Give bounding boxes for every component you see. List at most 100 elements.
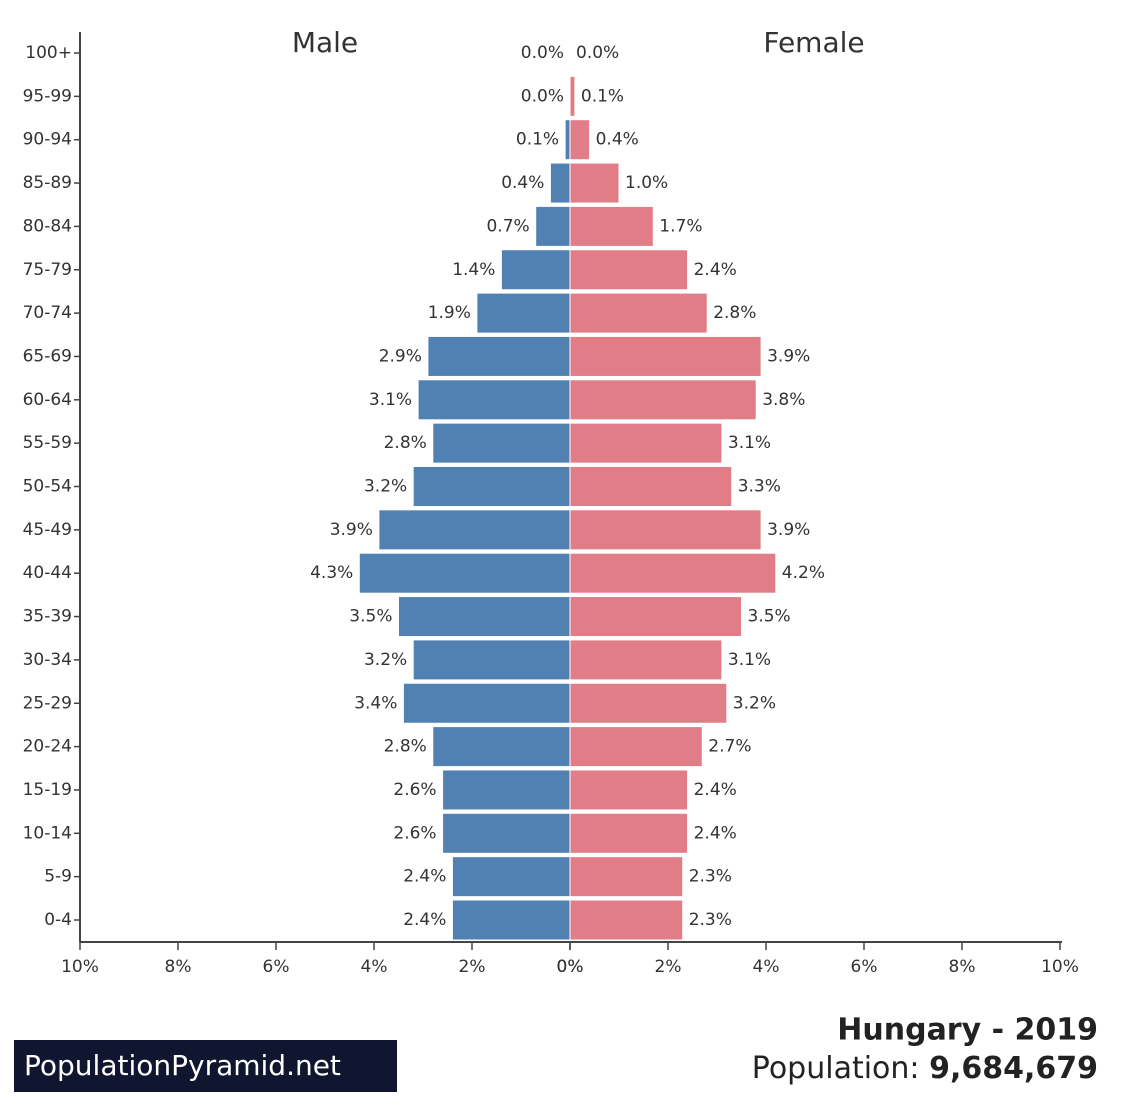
bar	[358, 552, 571, 594]
x-tick-label: 0%	[557, 957, 584, 977]
bar	[569, 509, 762, 551]
y-tick-label: 25-29	[23, 693, 72, 713]
value-label: 2.6%	[393, 823, 436, 843]
y-tick-label: 55-59	[23, 433, 72, 453]
value-label: 2.8%	[384, 433, 427, 453]
y-tick-label: 90-94	[23, 130, 72, 150]
value-label: 1.7%	[659, 216, 702, 236]
y-tick-label: 45-49	[23, 520, 72, 540]
bar	[412, 466, 571, 507]
population-label: Population:	[752, 1051, 920, 1086]
y-tick-label: 65-69	[23, 346, 72, 366]
value-label: 2.4%	[403, 867, 446, 887]
value-label: 2.7%	[708, 737, 751, 757]
bar	[569, 899, 684, 941]
bar	[378, 509, 571, 551]
bar	[569, 119, 591, 161]
bar	[569, 466, 733, 507]
footer-title: Hungary - 2019	[837, 1013, 1098, 1048]
value-label: 2.6%	[393, 780, 436, 800]
value-label: 3.2%	[733, 693, 776, 713]
bar	[569, 249, 689, 291]
value-label: 0.7%	[486, 216, 529, 236]
value-label: 3.1%	[369, 390, 412, 410]
value-label: 3.9%	[767, 520, 810, 540]
population-value: 9,684,679	[929, 1051, 1098, 1086]
y-tick-label: 0-4	[44, 910, 72, 930]
value-label: 4.3%	[310, 563, 353, 583]
x-tick-label: 8%	[165, 957, 192, 977]
bar	[569, 682, 728, 724]
value-label: 2.8%	[384, 737, 427, 757]
bar	[569, 422, 723, 464]
value-label: 1.4%	[452, 260, 495, 280]
value-label: 3.1%	[728, 650, 771, 670]
y-tick-label: 80-84	[23, 216, 72, 236]
x-tick-label: 2%	[655, 957, 682, 977]
y-tick-label: 100+	[25, 43, 72, 63]
value-label: 2.4%	[694, 823, 737, 843]
bar	[569, 769, 689, 811]
bar	[569, 639, 723, 681]
bar	[432, 726, 571, 768]
value-label: 3.5%	[748, 607, 791, 627]
value-label: 0.1%	[581, 86, 624, 106]
value-label: 3.4%	[354, 693, 397, 713]
bar	[451, 856, 571, 898]
bar	[569, 379, 757, 421]
bar	[549, 162, 571, 204]
bar	[569, 552, 777, 594]
bar	[569, 205, 654, 247]
y-tick-label: 10-14	[23, 823, 72, 843]
value-label: 0.1%	[516, 130, 559, 150]
bar	[476, 292, 571, 334]
bar	[569, 292, 708, 334]
bar	[432, 422, 571, 464]
bar	[564, 119, 571, 161]
value-label: 0.4%	[596, 130, 639, 150]
value-label: 3.3%	[738, 477, 781, 497]
x-tick-label: 4%	[753, 957, 780, 977]
bar	[427, 335, 571, 377]
y-tick-label: 40-44	[23, 563, 72, 583]
bar	[569, 335, 762, 377]
y-tick-label: 15-19	[23, 780, 72, 800]
bar	[398, 596, 571, 638]
population: Population: 9,684,679	[752, 1051, 1098, 1086]
value-label: 0.0%	[521, 43, 564, 63]
bar	[535, 205, 571, 247]
x-tick-label: 6%	[851, 957, 878, 977]
bar	[569, 726, 703, 768]
value-label: 0.4%	[501, 173, 544, 193]
y-tick-label: 50-54	[23, 477, 72, 497]
value-label: 2.3%	[689, 867, 732, 887]
bar	[412, 639, 571, 681]
bar	[500, 249, 571, 291]
value-label: 2.4%	[403, 910, 446, 930]
bar	[442, 812, 571, 854]
value-label: 4.2%	[782, 563, 825, 583]
bar	[569, 596, 742, 638]
value-label: 3.2%	[364, 477, 407, 497]
value-label: 2.3%	[689, 910, 732, 930]
value-label: 3.2%	[364, 650, 407, 670]
bar	[569, 75, 576, 117]
bar	[569, 856, 684, 898]
value-label: 3.1%	[728, 433, 771, 453]
x-tick-label: 2%	[459, 957, 486, 977]
x-tick-label: 0%	[557, 957, 584, 977]
value-label: 3.9%	[767, 346, 810, 366]
value-label: 3.8%	[762, 390, 805, 410]
value-label: 0.0%	[576, 43, 619, 63]
value-label: 2.8%	[713, 303, 756, 323]
bar	[417, 379, 571, 421]
bar	[442, 769, 571, 811]
y-tick-label: 75-79	[23, 260, 72, 280]
y-tick-label: 20-24	[23, 737, 72, 757]
y-tick-label: 95-99	[23, 86, 72, 106]
series-name: Male	[292, 26, 358, 59]
bar	[402, 682, 571, 724]
y-tick-label: 60-64	[23, 390, 72, 410]
bar	[451, 899, 571, 941]
